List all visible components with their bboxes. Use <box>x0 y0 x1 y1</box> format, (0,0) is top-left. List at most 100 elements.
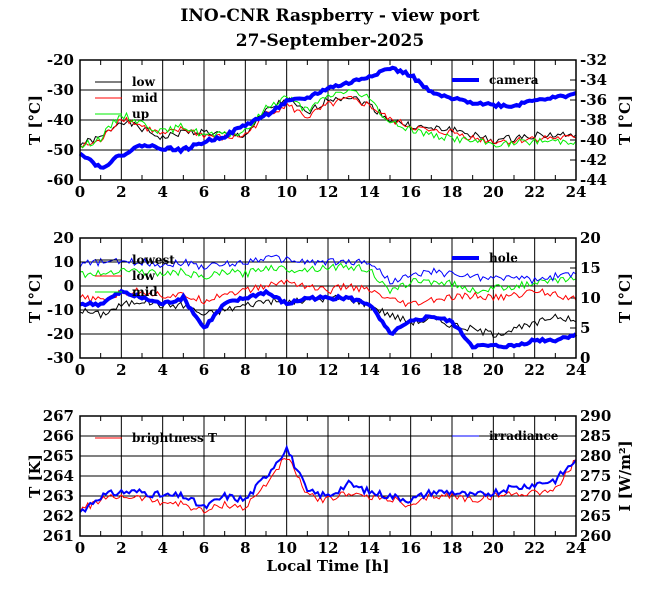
plot-frame <box>79 237 577 359</box>
x-tick-label: 20 <box>483 361 504 379</box>
y2-tick-label: -42 <box>580 151 607 169</box>
y2-tick-label: -34 <box>580 71 607 89</box>
y-axis-label: T [°C] <box>26 273 44 323</box>
y2-axis-label: T [°C] <box>616 273 634 323</box>
legend-label: camera <box>489 73 539 87</box>
y-tick-label: 10 <box>53 253 74 271</box>
x-tick-label: 14 <box>359 361 380 379</box>
panel-1: 0 2 4 6 8 10 12 14 16 18 20 22 24-60-50-40-30-20-44-… <box>26 51 634 201</box>
x-tick-label: 14 <box>359 183 380 201</box>
y-tick-label: 265 <box>43 447 74 465</box>
y2-tick-label: 280 <box>580 447 611 465</box>
x-tick-label: 24 <box>566 183 587 201</box>
y-tick-label: -30 <box>47 81 74 99</box>
x-tick-label: 12 <box>318 183 339 201</box>
y-tick-label: -20 <box>47 51 74 69</box>
legend-label: irradiance <box>489 429 559 443</box>
series-line-low <box>79 279 577 308</box>
y2-tick-label: -38 <box>580 111 607 129</box>
x-tick-label: 2 <box>116 183 126 201</box>
y-tick-label: 261 <box>43 527 74 545</box>
series-line-extra <box>79 254 577 285</box>
x-tick-label: 6 <box>199 361 209 379</box>
x-tick-label: 2 <box>116 361 126 379</box>
chart-title: INO-CNR Raspberry - view port <box>180 6 479 26</box>
series-line-hole <box>79 288 578 350</box>
x-tick-label: 12 <box>318 539 339 557</box>
x-tick-label: 10 <box>276 361 297 379</box>
y-tick-label: 266 <box>43 427 74 445</box>
y2-axis-label: T [°C] <box>616 95 634 145</box>
series-line-mid <box>79 262 577 295</box>
x-tick-label: 18 <box>442 539 463 557</box>
y2-tick-label: 265 <box>580 507 611 525</box>
y-tick-label: -50 <box>47 141 74 159</box>
x-tick-label: 16 <box>400 183 421 201</box>
y-tick-label: 262 <box>43 507 74 525</box>
x-tick-label: 22 <box>524 183 545 201</box>
x-tick-label: 8 <box>240 361 250 379</box>
legend-label: low <box>132 269 156 283</box>
x-tick-label: 24 <box>566 539 587 557</box>
series-line-camera <box>78 65 577 170</box>
y-tick-label: 0 <box>64 277 74 295</box>
y2-tick-label: 290 <box>580 407 611 425</box>
panel-2: 0 2 4 6 8 10 12 14 16 18 20 22 24-30-20-100102005101… <box>26 229 634 379</box>
x-tick-label: 0 <box>75 539 85 557</box>
y-tick-label: -60 <box>47 171 74 189</box>
y2-tick-label: -36 <box>580 91 607 109</box>
x-tick-label: 12 <box>318 361 339 379</box>
series-line-irradiance <box>79 444 577 514</box>
legend-label: mid <box>132 285 158 299</box>
x-tick-label: 2 <box>116 539 126 557</box>
x-tick-label: 10 <box>276 539 297 557</box>
y-axis-label: T [K] <box>26 454 44 498</box>
y2-axis-label: I [W/m²] <box>616 440 634 511</box>
x-tick-label: 18 <box>442 361 463 379</box>
y2-tick-label: 285 <box>580 427 611 445</box>
x-tick-label: 0 <box>75 361 85 379</box>
legend-label: hole <box>489 251 518 265</box>
y-tick-label: 20 <box>53 229 74 247</box>
y2-tick-label: -40 <box>580 131 607 149</box>
y2-tick-label: 270 <box>580 487 611 505</box>
y2-tick-label: -32 <box>580 51 607 69</box>
x-tick-label: 4 <box>157 361 167 379</box>
y2-tick-label: 5 <box>580 319 590 337</box>
y-axis-label: T [°C] <box>26 95 44 145</box>
legend-label: brightness T <box>132 431 217 445</box>
y-tick-label: -30 <box>47 349 74 367</box>
x-axis-label: Local Time [h] <box>267 557 390 575</box>
x-tick-label: 8 <box>240 183 250 201</box>
panel-3: 0 2 4 6 8 10 12 14 16 18 20 22 242612622632642652662… <box>26 407 634 575</box>
series-line-up <box>79 89 577 149</box>
chart-subtitle: 27-September-2025 <box>236 31 424 51</box>
legend-label: lowest <box>132 253 175 267</box>
y-tick-label: 264 <box>43 467 74 485</box>
x-tick-label: 6 <box>199 183 209 201</box>
y-tick-label: 263 <box>43 487 74 505</box>
x-tick-label: 4 <box>157 539 167 557</box>
y2-tick-label: 0 <box>580 349 590 367</box>
y2-tick-label: 275 <box>580 467 611 485</box>
x-tick-label: 22 <box>524 361 545 379</box>
series-line-mid <box>79 95 577 148</box>
y-tick-label: -20 <box>47 325 74 343</box>
x-tick-label: 14 <box>359 539 380 557</box>
x-tick-label: 24 <box>566 361 587 379</box>
x-tick-label: 18 <box>442 183 463 201</box>
x-tick-label: 6 <box>199 539 209 557</box>
y2-tick-label: 260 <box>580 527 611 545</box>
y2-tick-label: 20 <box>580 229 601 247</box>
plot-frame <box>79 415 577 537</box>
x-tick-label: 22 <box>524 539 545 557</box>
y2-tick-label: -44 <box>580 171 607 189</box>
legend-label: mid <box>132 91 158 105</box>
x-tick-label: 20 <box>483 539 504 557</box>
x-tick-label: 8 <box>240 539 250 557</box>
y-tick-label: -40 <box>47 111 74 129</box>
x-tick-label: 20 <box>483 183 504 201</box>
x-tick-label: 16 <box>400 539 421 557</box>
legend-label: low <box>132 75 156 89</box>
